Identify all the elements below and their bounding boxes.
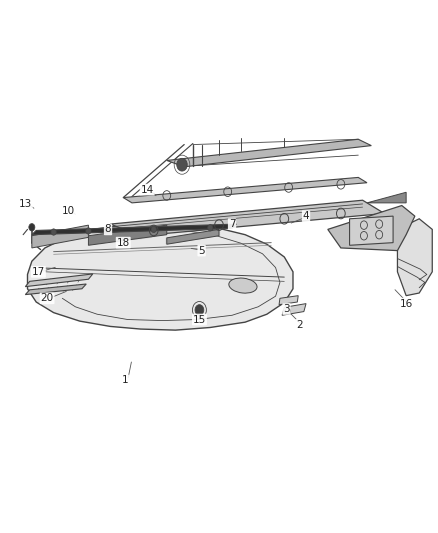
Polygon shape — [25, 284, 86, 295]
Polygon shape — [328, 206, 415, 251]
Text: 14: 14 — [141, 184, 154, 195]
Text: 7: 7 — [229, 219, 235, 229]
Text: 17: 17 — [32, 267, 45, 277]
Text: 13: 13 — [19, 199, 32, 209]
Polygon shape — [167, 229, 219, 244]
Text: 20: 20 — [41, 293, 53, 303]
Text: 15: 15 — [193, 314, 206, 325]
Text: 2: 2 — [296, 320, 303, 330]
Polygon shape — [367, 192, 406, 203]
Circle shape — [208, 224, 213, 231]
Polygon shape — [110, 200, 385, 236]
Polygon shape — [279, 296, 298, 305]
Polygon shape — [32, 224, 237, 235]
Polygon shape — [32, 225, 88, 248]
Text: 1: 1 — [122, 375, 129, 385]
Text: 18: 18 — [117, 238, 130, 248]
Polygon shape — [25, 274, 93, 287]
Ellipse shape — [229, 278, 257, 293]
Polygon shape — [123, 177, 367, 203]
Circle shape — [29, 223, 35, 231]
Polygon shape — [167, 139, 371, 167]
Circle shape — [51, 229, 56, 235]
Text: 16: 16 — [399, 298, 413, 309]
Polygon shape — [397, 219, 432, 296]
Text: 8: 8 — [105, 224, 111, 235]
Text: 4: 4 — [303, 211, 309, 221]
Circle shape — [86, 228, 91, 234]
Polygon shape — [88, 225, 167, 245]
Polygon shape — [282, 304, 306, 316]
Text: 10: 10 — [62, 206, 75, 216]
Circle shape — [177, 158, 187, 171]
Text: 5: 5 — [198, 246, 205, 256]
Text: 3: 3 — [283, 304, 290, 314]
Polygon shape — [28, 224, 293, 330]
Polygon shape — [350, 216, 393, 245]
Circle shape — [151, 226, 156, 232]
Circle shape — [195, 305, 204, 316]
